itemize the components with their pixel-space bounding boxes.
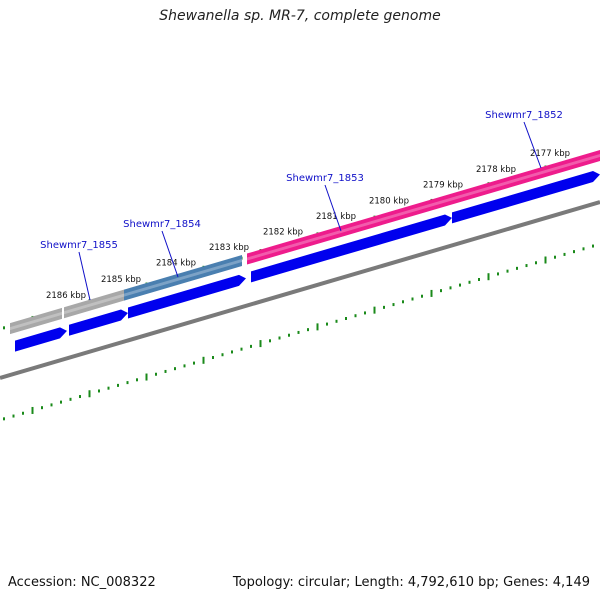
feature-gray-b[interactable] bbox=[64, 289, 124, 319]
scale-label: 2186 kbp bbox=[46, 291, 86, 301]
scale-label: 2179 kbp bbox=[423, 180, 463, 190]
scale-label: 2178 kbp bbox=[476, 165, 516, 175]
gene-arrow-2[interactable] bbox=[69, 309, 128, 336]
feature-track bbox=[10, 150, 600, 335]
gene-label-leader bbox=[523, 121, 542, 169]
scale-label: 2184 kbp bbox=[156, 259, 196, 269]
gene-track bbox=[15, 171, 600, 352]
gene-labels: Shewmr7_1855 Shewmr7_1854 Shewmr7_1853 Shew… bbox=[40, 110, 563, 301]
feature-gray-a[interactable] bbox=[10, 307, 62, 335]
map-title: Shewanella sp. MR-7, complete genome bbox=[159, 8, 441, 24]
scale-label: 2185 kbp bbox=[101, 275, 141, 285]
gene-arrow-3[interactable] bbox=[128, 274, 246, 319]
gene-label[interactable]: Shewmr7_1854 bbox=[123, 219, 201, 230]
gene-label[interactable]: Shewmr7_1852 bbox=[485, 110, 563, 121]
gene-label-leader bbox=[78, 251, 91, 301]
inner-tick-ring bbox=[3, 244, 594, 421]
scale-label: 2183 kbp bbox=[209, 243, 249, 253]
gene-label[interactable]: Shewmr7_1853 bbox=[286, 173, 364, 184]
feature-gray-b-highlight bbox=[64, 293, 124, 315]
accession-text: Accession: NC_008322 bbox=[8, 575, 156, 590]
scale-label: 2177 kbp bbox=[530, 149, 570, 159]
genome-summary-text: Topology: circular; Length: 4,792,610 bp… bbox=[232, 575, 590, 590]
scale-label: 2182 kbp bbox=[263, 227, 303, 237]
gene-label[interactable]: Shewmr7_1855 bbox=[40, 240, 118, 251]
gene-arrow-5[interactable] bbox=[452, 171, 600, 224]
feature-pink-highlight bbox=[247, 154, 600, 261]
gene-label-leader bbox=[161, 230, 179, 278]
feature-steelblue-highlight bbox=[124, 259, 242, 297]
genome-backbone bbox=[0, 200, 600, 380]
feature-steelblue[interactable] bbox=[124, 255, 242, 301]
feature-pink[interactable] bbox=[247, 150, 600, 265]
gene-arrow-4[interactable] bbox=[251, 214, 452, 283]
gene-label-leader bbox=[324, 184, 342, 232]
scale-label: 2180 kbp bbox=[369, 196, 409, 206]
gene-arrow-1[interactable] bbox=[15, 327, 67, 352]
feature-gray-a-highlight bbox=[10, 311, 62, 331]
